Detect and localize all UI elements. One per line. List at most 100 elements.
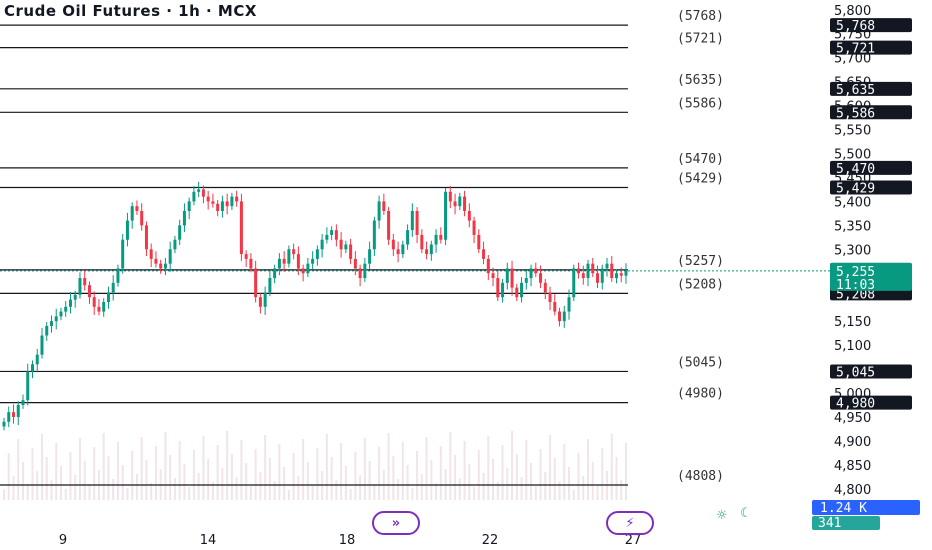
volume-bar	[373, 484, 376, 500]
volume-bar	[7, 453, 10, 500]
volume-bar	[169, 455, 172, 500]
volume-bar	[591, 462, 594, 500]
candle-body	[78, 278, 82, 295]
volume-bar	[283, 467, 286, 500]
volume-bar	[416, 451, 419, 500]
candle-body	[425, 249, 429, 255]
price-levels: (5768) (5721) (5635) (5586) (5470) (5429) (525…	[0, 9, 830, 486]
price-tick: 4,850	[834, 459, 871, 474]
candle-body	[121, 239, 125, 269]
candle-body	[496, 278, 500, 298]
candle-body	[391, 239, 395, 250]
candle-body	[187, 201, 191, 211]
volume-bar	[340, 443, 343, 500]
volume-bar	[164, 432, 167, 500]
volume-bar	[150, 483, 153, 500]
candle-body	[192, 191, 196, 202]
volume-bar	[140, 437, 143, 500]
volume-bar	[316, 448, 319, 500]
volume-bar	[587, 439, 590, 500]
candle-body	[292, 249, 296, 255]
volume-bar	[601, 448, 604, 500]
volume-bar	[259, 472, 262, 500]
candle-body	[268, 278, 272, 293]
volume-bar	[477, 450, 480, 500]
candle-body	[16, 404, 20, 417]
price-tick: 5,500	[834, 147, 871, 162]
volume-bar	[354, 452, 357, 500]
price-tick: 5,400	[834, 195, 871, 210]
candle-body	[7, 412, 11, 422]
candle-body	[539, 273, 543, 283]
volume-bar	[615, 457, 618, 500]
candle-body	[458, 196, 462, 207]
price-tick: 5,700	[834, 52, 871, 67]
candle-body	[163, 263, 167, 269]
lightning-button[interactable]: ⚡	[606, 511, 654, 535]
candle-body	[311, 258, 315, 264]
candle-body	[577, 268, 581, 274]
sun-icon[interactable]: ☼	[716, 508, 728, 523]
candle-body	[235, 196, 239, 202]
candle-body	[482, 249, 486, 259]
candle-body	[320, 239, 324, 250]
candle-body	[211, 201, 215, 204]
volume-bar	[230, 454, 233, 500]
volume-bar	[449, 432, 452, 500]
volume-bar	[625, 443, 627, 500]
level-label: (5586)	[677, 96, 724, 111]
volume-bar	[330, 457, 333, 500]
volume-bar	[473, 487, 476, 500]
replay-button[interactable]: »	[372, 511, 420, 535]
volume-bar	[59, 466, 62, 500]
candle-body	[444, 191, 448, 240]
volume-bar	[558, 481, 561, 500]
volume-bar	[463, 441, 466, 500]
level-label: (5635)	[677, 73, 724, 88]
volume-bar	[64, 489, 67, 500]
volume-bar	[21, 462, 24, 500]
candles	[2, 181, 628, 431]
volume-bar	[55, 443, 58, 500]
candle-body	[572, 268, 576, 298]
price-tag-text: 5,586	[836, 106, 875, 121]
time-tick: 18	[339, 533, 356, 548]
candle-body	[472, 220, 476, 235]
candle-body	[30, 364, 34, 372]
candle-body	[558, 311, 562, 322]
volume-bar	[226, 431, 229, 500]
candle-body	[372, 220, 376, 250]
candle-body	[178, 225, 182, 240]
candle-body	[216, 203, 220, 211]
volume-bar	[582, 476, 585, 500]
volume-bar	[126, 488, 129, 500]
candle-body	[330, 230, 334, 235]
candle-body	[54, 316, 58, 322]
price-tag	[830, 395, 912, 410]
moon-icon[interactable]: ☾	[740, 506, 752, 521]
volume-bar	[17, 439, 20, 500]
volume-bar	[112, 479, 115, 500]
volume-bar	[311, 485, 314, 500]
volume-bar	[197, 473, 200, 500]
volume-bar	[207, 459, 210, 500]
volume-bar	[359, 475, 362, 500]
volume-bar	[501, 445, 504, 500]
candle-body	[410, 210, 414, 231]
volume-bar	[211, 482, 214, 500]
volume-bar	[240, 440, 243, 500]
volume-bar	[387, 433, 390, 500]
candle-body	[2, 421, 6, 427]
time-axis: 9 14 18 22 27	[59, 533, 641, 548]
candle-body	[125, 220, 129, 240]
volume-bar	[78, 438, 81, 500]
volume-bar	[468, 464, 471, 500]
candle-body	[111, 282, 115, 293]
candle-body	[325, 234, 329, 240]
candle-body	[197, 189, 201, 192]
candle-body	[135, 206, 139, 211]
candle-body	[154, 258, 158, 264]
volume-bar	[544, 472, 547, 500]
volume-bar	[292, 453, 295, 500]
